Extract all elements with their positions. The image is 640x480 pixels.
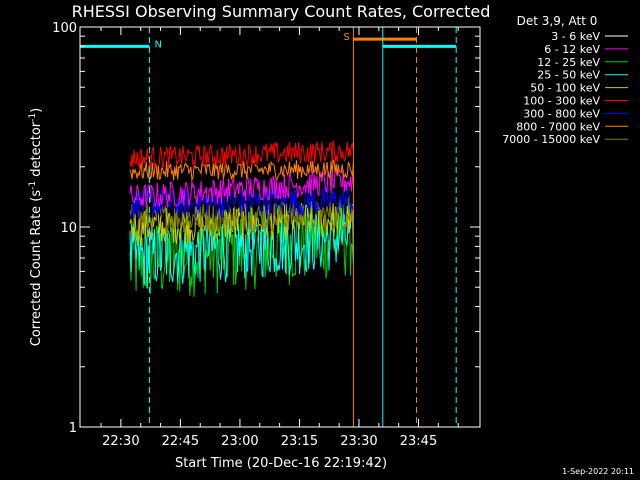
x-tick-label: 22:45 xyxy=(162,434,199,449)
legend-label: 800 - 7000 keV xyxy=(516,120,600,133)
chart-title: RHESSI Observing Summary Count Rates, Co… xyxy=(72,2,491,21)
timestamp: 1-Sep-2022 20:11 xyxy=(562,467,634,476)
legend-label: 7000 - 15000 keV xyxy=(502,133,600,146)
legend-label: 300 - 800 keV xyxy=(523,107,600,120)
x-tick-label: 23:00 xyxy=(221,434,258,449)
series-line-3-6-kev xyxy=(129,75,354,101)
legend-label: 6 - 12 keV xyxy=(544,43,600,56)
legend-label: 50 - 100 keV xyxy=(530,82,600,95)
legend-header: Det 3,9, Att 0 xyxy=(517,14,598,28)
legend-label: 3 - 6 keV xyxy=(551,30,600,43)
series-layer xyxy=(129,75,354,297)
legend-label: 100 - 300 keV xyxy=(523,95,600,108)
legend-label: 25 - 50 keV xyxy=(537,69,600,82)
x-tick-label: 22:30 xyxy=(102,434,139,449)
x-tick-label: 23:30 xyxy=(340,434,377,449)
x-axis: 22:30 22:45 23:00 23:15 23:30 23:45 xyxy=(100,27,459,449)
series-line xyxy=(129,140,354,170)
y-axis: 1 10 100 xyxy=(52,21,480,436)
legend-label: 12 - 25 keV xyxy=(537,56,600,69)
series-line xyxy=(129,158,354,182)
y-tick-label: 10 xyxy=(60,221,77,236)
x-tick-label: 23:45 xyxy=(400,434,437,449)
marker-layer: NS xyxy=(80,32,457,50)
y-axis-label: Corrected Count Rate (s-1 detector-1) xyxy=(28,108,44,346)
x-axis-label: Start Time (20-Dec-16 22:19:42) xyxy=(175,456,387,471)
mode-marker-label: N xyxy=(154,39,161,50)
series-line xyxy=(129,167,354,208)
x-tick-label: 23:15 xyxy=(281,434,318,449)
mode-marker-label: S xyxy=(343,32,349,43)
y-tick-label: 100 xyxy=(52,21,77,36)
y-tick-label: 1 xyxy=(69,421,77,436)
